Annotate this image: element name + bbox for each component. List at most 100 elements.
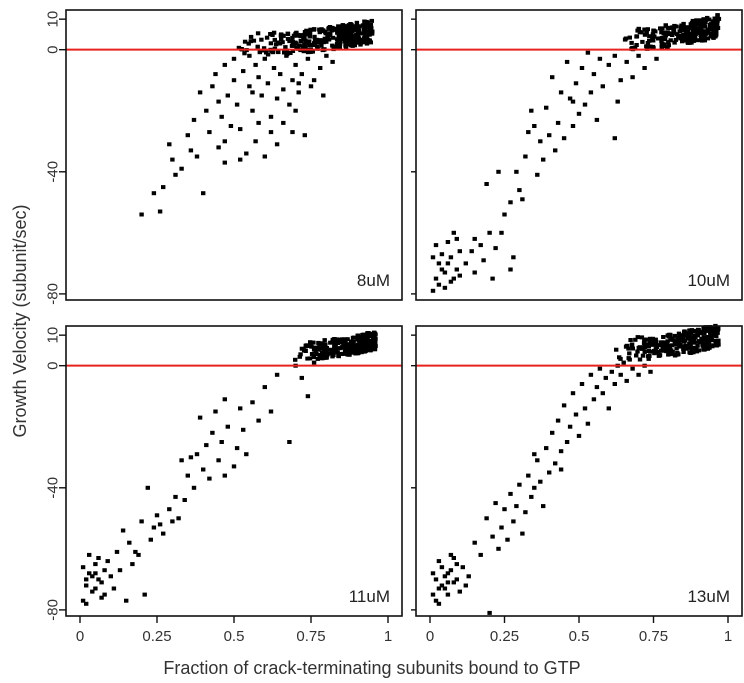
cluster-point [694,349,700,354]
data-point [296,81,301,86]
data-point [576,433,582,438]
cluster-point [654,339,659,344]
data-point [538,139,543,144]
cluster-point [330,35,336,40]
data-point [460,565,465,570]
cluster-point [662,37,668,42]
cluster-point [630,346,635,351]
data-point [305,56,311,61]
cluster-point [354,35,359,40]
cluster-point [698,18,703,23]
cluster-point [282,50,287,55]
cluster-point [333,349,339,354]
cluster-point [334,37,340,42]
cluster-point [709,32,714,36]
data-point [102,568,107,573]
panel-frame [415,9,743,301]
data-point [219,114,224,119]
cluster-point [644,28,649,33]
cluster-point [360,335,365,340]
cluster-point [664,341,670,346]
cluster-point [352,37,357,42]
cluster-point [305,32,311,37]
cluster-point [654,343,659,348]
cluster-point [710,24,716,29]
cluster-point [688,22,693,27]
cluster-point [689,331,694,336]
cluster-point [701,29,706,34]
data-point [508,491,513,496]
data-point [555,418,561,423]
cluster-point [321,348,327,352]
data-point [142,592,147,597]
data-point [591,72,597,77]
data-point [535,458,540,463]
cluster-point [299,346,305,351]
data-point [262,154,267,159]
cluster-point [319,344,324,349]
x-tick-label: 0.5 [569,628,590,645]
cluster-point [350,350,355,355]
cluster-point [324,36,329,41]
cluster-point [341,31,346,36]
cluster-point [344,351,349,356]
data-point [80,598,86,603]
cluster-point [697,340,702,345]
data-point [157,522,163,527]
data-point [550,430,555,435]
cluster-point [370,29,375,34]
cluster-point [362,37,368,42]
cluster-point [644,44,649,49]
cluster-point [287,39,292,44]
cluster-point [345,348,350,353]
cluster-point [264,35,270,40]
cluster-point [259,37,264,42]
cluster-point [681,346,686,351]
cluster-point [293,357,298,362]
data-point [210,84,215,89]
data-point [436,261,442,266]
data-point [105,559,110,564]
cluster-point [312,34,317,39]
cluster-point [327,25,333,29]
data-point [330,59,335,64]
data-point [302,133,307,138]
data-point [454,577,459,582]
data-point [96,577,101,582]
data-point [436,586,442,591]
cluster-point [297,354,302,359]
data-point [244,151,249,156]
data-point [606,62,611,67]
cluster-point [692,36,698,40]
data-point [151,525,157,530]
cluster-point [701,335,707,340]
cluster-point [699,331,704,336]
data-point [532,452,537,457]
cluster-point [308,27,313,32]
cluster-point [695,327,701,332]
data-point [457,249,462,254]
cluster-point [636,26,641,31]
cluster-point [624,343,630,348]
cluster-point [272,46,278,51]
cluster-point [303,349,308,353]
cluster-point [357,348,363,353]
data-point [487,230,492,235]
cluster-point [685,336,691,341]
data-point [225,424,230,429]
data-point [268,409,274,414]
cluster-point [716,326,721,331]
cluster-point [693,345,699,350]
cluster-point [639,335,645,340]
data-point [90,574,95,579]
data-point [612,382,617,386]
cluster-point [367,32,372,37]
cluster-point [655,350,660,354]
data-point [231,78,237,83]
cluster-point [373,344,378,349]
cluster-point [689,32,694,36]
data-point [234,102,240,107]
data-point [499,525,504,530]
data-point [532,485,537,490]
cluster-point [698,33,704,38]
